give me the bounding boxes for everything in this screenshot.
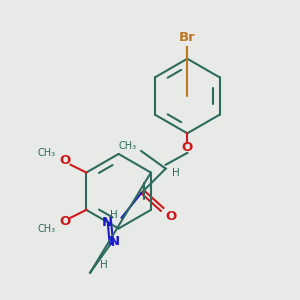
Text: CH₃: CH₃ xyxy=(38,148,56,158)
Text: O: O xyxy=(59,154,70,167)
Text: O: O xyxy=(165,210,176,223)
Text: H: H xyxy=(100,260,108,270)
Text: N: N xyxy=(109,235,120,248)
Text: CH₃: CH₃ xyxy=(118,141,136,151)
Text: H: H xyxy=(110,210,118,220)
Text: Br: Br xyxy=(179,31,196,44)
Text: H: H xyxy=(172,168,179,178)
Text: CH₃: CH₃ xyxy=(38,224,56,235)
Text: N: N xyxy=(102,216,113,229)
Text: O: O xyxy=(182,141,193,154)
Text: O: O xyxy=(59,215,70,228)
